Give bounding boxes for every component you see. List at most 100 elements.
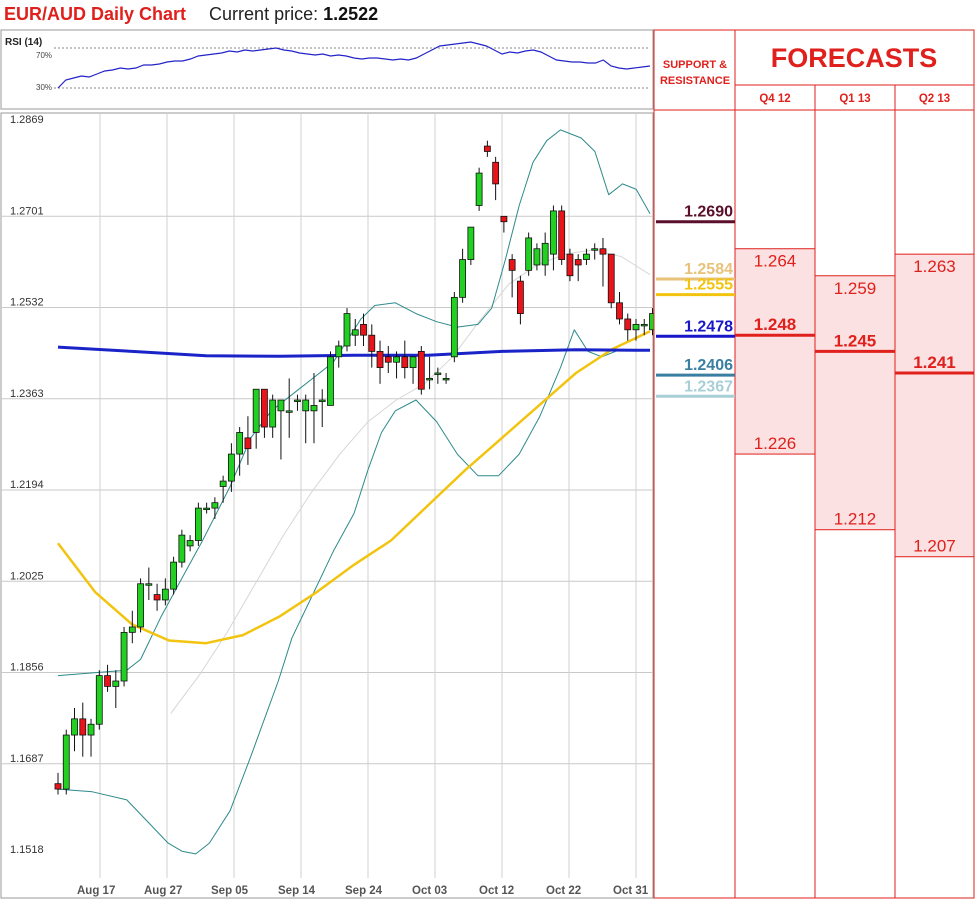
candle-body [475, 172, 483, 206]
candle-body [302, 399, 310, 412]
candle-body [525, 237, 533, 271]
candle-body [368, 334, 376, 352]
candle-body [285, 410, 293, 413]
candle-body [161, 588, 169, 601]
candle-body [145, 583, 153, 586]
x-tick-label: Aug 17 [77, 885, 115, 897]
forecast-high-value: 1.264 [754, 252, 797, 271]
candle-body [442, 378, 450, 381]
y-tick-label: 1.1856 [10, 662, 44, 674]
candle-body [178, 534, 186, 563]
rsi-panel-frame [0, 29, 654, 110]
forecast-low-value: 1.226 [754, 434, 797, 453]
candle-body [607, 253, 615, 304]
candle-body [236, 432, 244, 455]
candle-body [351, 329, 359, 336]
forecasts-title: FORECASTS [771, 43, 938, 73]
sr-level-label: 1.2555 [684, 277, 733, 294]
sr-header-line2: RESISTANCE [660, 75, 730, 87]
forecast-high-value: 1.263 [913, 257, 956, 276]
forecast-high-value: 1.259 [834, 279, 877, 298]
candle-body [194, 507, 202, 541]
forecast-mid-value: 1.241 [913, 353, 956, 372]
x-tick-label: Aug 27 [144, 885, 182, 897]
ma-yellow-line [57, 330, 651, 645]
y-tick-label: 1.2363 [10, 388, 44, 400]
y-tick-label: 1.2532 [10, 297, 44, 309]
candle-body [426, 378, 433, 381]
forecast-low-value: 1.207 [913, 537, 956, 556]
candle-body [277, 399, 285, 412]
x-tick-label: Oct 12 [479, 885, 514, 897]
x-tick-label: Sep 14 [278, 885, 316, 897]
candle-body [335, 345, 343, 358]
candle-body [624, 318, 632, 331]
x-tick-label: Oct 22 [546, 885, 581, 897]
candle-body [244, 437, 252, 450]
price-label: Current price: [209, 4, 319, 24]
candle-body [517, 280, 524, 314]
candle-body [360, 323, 367, 336]
candle-body [327, 356, 334, 406]
candle-body [599, 248, 607, 255]
candle-body [269, 399, 277, 428]
candle-body [591, 248, 599, 251]
sr-level-label: 1.2584 [684, 261, 733, 278]
y-tick-label: 1.1687 [10, 753, 44, 765]
rsi-line [57, 41, 651, 89]
candle-body [434, 372, 442, 375]
bollinger-lower-line [57, 329, 616, 855]
candle-body [137, 583, 144, 628]
candle-body [153, 594, 161, 601]
candle-body [384, 356, 392, 363]
candle-body [104, 675, 111, 687]
candle-body [318, 399, 326, 402]
sr-level-label: 1.2478 [684, 318, 733, 335]
candle-body [417, 351, 425, 390]
candle-body [632, 323, 640, 331]
candle-body [186, 540, 194, 547]
candle-body [203, 507, 211, 511]
candle-body [170, 561, 178, 590]
candle-body [227, 453, 235, 482]
price-value: 1.2522 [323, 4, 379, 24]
rsi-label: RSI (14) [5, 37, 42, 48]
candle-body [550, 210, 557, 255]
candle-body [616, 302, 623, 320]
candle-body [128, 626, 136, 633]
candle-body [541, 242, 549, 266]
ma-blue-line [57, 345, 651, 358]
x-tick-label: Oct 03 [412, 885, 447, 897]
forecast-range-box [814, 275, 896, 531]
x-tick-label: Sep 24 [345, 885, 383, 897]
rsi-lower-label: 30% [36, 83, 52, 92]
candle-body [492, 161, 500, 185]
candle-body [120, 631, 128, 682]
candle-body [252, 388, 260, 433]
rsi-upper-label: 70% [36, 51, 52, 60]
x-tick-label: Oct 31 [613, 885, 649, 897]
candle-body [533, 248, 541, 266]
sr-header-line1: SUPPORT & [663, 59, 727, 71]
y-tick-label: 1.2194 [10, 479, 44, 491]
candle-body [640, 323, 648, 327]
chart-title: EUR/AUD Daily Chart [4, 4, 187, 24]
candle-body [294, 399, 301, 402]
candle-body [310, 405, 318, 412]
candle-body [393, 356, 400, 363]
candle-body [54, 783, 62, 790]
candle-body [467, 226, 475, 260]
y-tick-label: 1.2701 [10, 205, 44, 217]
candle-body [409, 356, 417, 369]
candle-body [401, 356, 409, 369]
sr-level-label: 1.2367 [684, 378, 733, 395]
y-tick-label: 1.2025 [10, 570, 44, 582]
forecast-col-header: Q1 13 [839, 93, 870, 105]
forecast-mid-value: 1.245 [834, 331, 877, 350]
candle-body [583, 253, 590, 260]
candle-body [62, 734, 70, 790]
y-tick-label: 1.1518 [10, 844, 44, 856]
forecast-low-value: 1.212 [834, 510, 877, 529]
candle-body [483, 145, 491, 152]
